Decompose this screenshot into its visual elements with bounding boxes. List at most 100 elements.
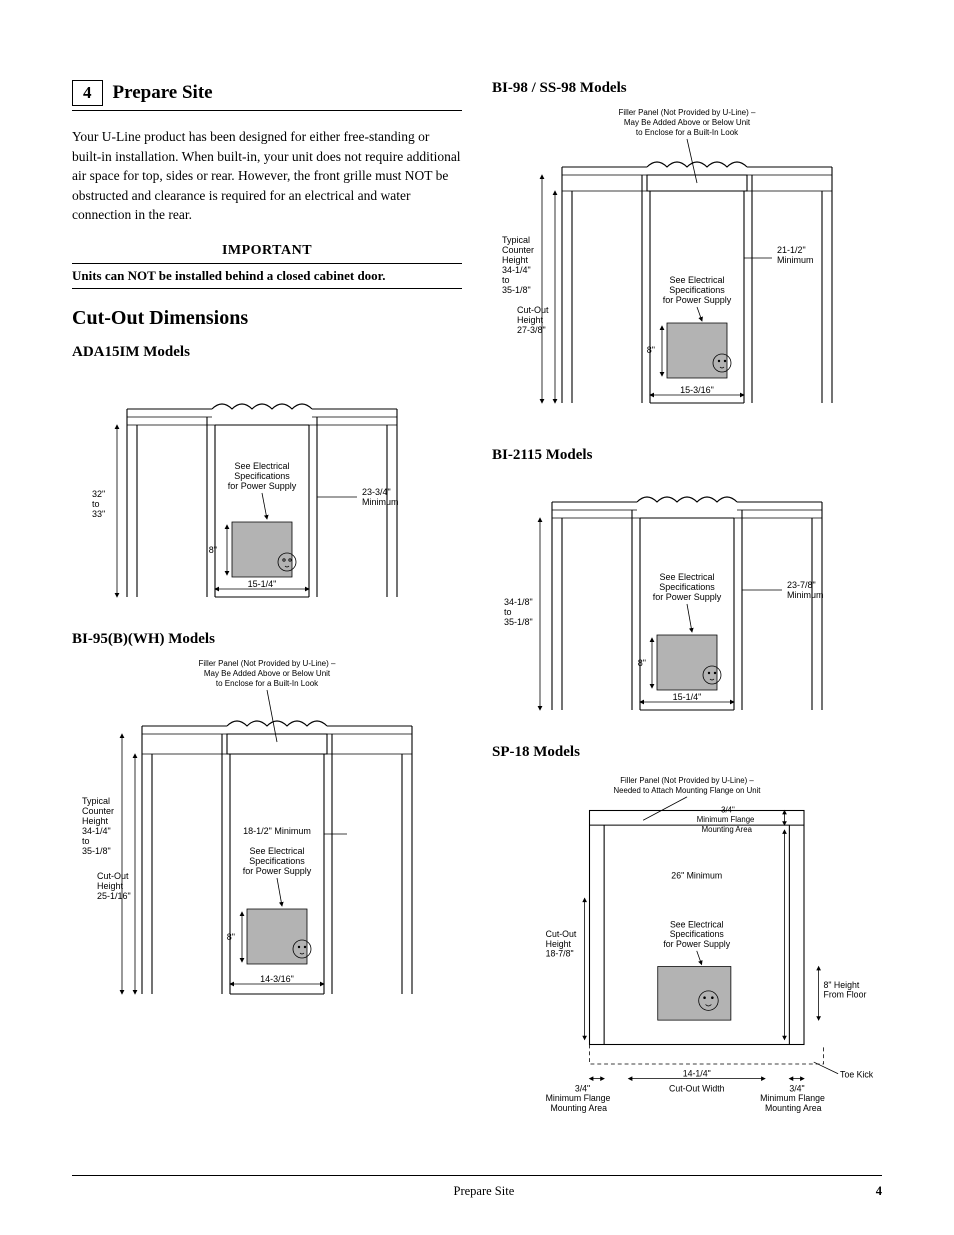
ada15-8in: 8"	[209, 545, 217, 555]
bi98-ch-3: Height	[502, 255, 529, 265]
bi98-ch-6: 35-1/8"	[502, 285, 531, 295]
ada15-height-2: to	[92, 499, 100, 509]
sp18-width-1: 14-1/4"	[683, 1069, 711, 1079]
sp18-8h-2: From Floor	[824, 990, 867, 1000]
ada15-elec-1: See Electrical	[234, 461, 289, 471]
sp18-lf-2: Minimum Flange	[546, 1093, 611, 1103]
sp18-co-2: Height	[546, 939, 572, 949]
ada15-elec-2: Specifications	[234, 471, 290, 481]
bi98-ch-1: Typical	[502, 235, 530, 245]
bi2115-elec-3: for Power Supply	[653, 592, 722, 602]
important-text: Units can NOT be installed behind a clos…	[72, 263, 462, 289]
bi98-filler-2: May Be Added Above or Below Unit	[624, 118, 751, 127]
bi95-ch-3: Height	[82, 816, 109, 826]
sp18-flange-top-3: Mounting Area	[702, 825, 753, 834]
sp18-width-2: Cut-Out Width	[669, 1083, 725, 1093]
bi95-elec-3: for Power Supply	[243, 866, 312, 876]
bi95-ch-5: to	[82, 836, 90, 846]
sp18-flange-top-1: 3/4"	[721, 805, 735, 814]
bi98-min-2: Minimum	[777, 255, 814, 265]
model-title-sp18: SP-18 Models	[492, 744, 882, 761]
bi2115-h-3: 35-1/8"	[504, 617, 533, 627]
important-title: IMPORTANT	[72, 243, 462, 259]
sp18-co-3: 18-7/8"	[546, 949, 574, 959]
bi95-ch-1: Typical	[82, 796, 110, 806]
bi2115-min-2: Minimum	[787, 590, 824, 600]
bi2115-8in: 8"	[638, 658, 646, 668]
bi95-co-1: Cut-Out	[97, 871, 129, 881]
footer-title: Prepare Site	[92, 1184, 876, 1199]
sp18-rf-2: Minimum Flange	[760, 1093, 825, 1103]
ada15-width: 15-1/4"	[248, 579, 277, 589]
bi98-elec-1: See Electrical	[669, 275, 724, 285]
bi98-width: 15-3/16"	[680, 385, 714, 395]
sp18-lf-3: Mounting Area	[551, 1103, 608, 1113]
bi95-elec-1: See Electrical	[249, 846, 304, 856]
bi98-8in: 8"	[647, 345, 655, 355]
bi98-filler-1: Filler Panel (Not Provided by U-Line) –	[619, 108, 756, 117]
bi98-elec-3: for Power Supply	[663, 295, 732, 305]
bi95-ch-4: 34-1/4"	[82, 826, 111, 836]
bi95-ch-6: 35-1/8"	[82, 846, 111, 856]
step-title: Prepare Site	[113, 82, 213, 104]
sp18-elec-3: for Power Supply	[663, 939, 730, 949]
section-title: Cut-Out Dimensions	[72, 307, 462, 330]
bi95-elec-2: Specifications	[249, 856, 305, 866]
bi2115-h-1: 34-1/8"	[504, 597, 533, 607]
model-title-ada15: ADA15IM Models	[72, 344, 462, 361]
sp18-8h-1: 8" Height	[824, 980, 860, 990]
footer-page: 4	[876, 1184, 882, 1199]
bi98-co-2: Height	[517, 315, 544, 325]
model-title-bi98: BI-98 / SS-98 Models	[492, 80, 882, 97]
bi98-filler-3: to Enclose for a Built-In Look	[636, 128, 739, 137]
sp18-rf-1: 3/4"	[789, 1083, 804, 1093]
bi95-min: 18-1/2" Minimum	[243, 826, 311, 836]
ada15-height-3: 33"	[92, 509, 105, 519]
sp18-flange-top-2: Minimum Flange	[697, 815, 755, 824]
bi2115-h-2: to	[504, 607, 512, 617]
bi2115-elec-1: See Electrical	[659, 572, 714, 582]
ada15-min-1: 23-3/4"	[362, 487, 391, 497]
diagram-ada15: 32" to 33" See Electrical Specifications…	[72, 367, 462, 617]
page-footer: Prepare Site 4	[72, 1175, 882, 1199]
sp18-toe-kick: Toe Kick	[840, 1070, 874, 1080]
bi95-filler-3: to Enclose for a Built-In Look	[216, 679, 319, 688]
bi98-ch-5: to	[502, 275, 510, 285]
bi98-min-1: 21-1/2"	[777, 245, 806, 255]
step-number: 4	[72, 80, 103, 106]
bi95-co-2: Height	[97, 881, 124, 891]
bi2115-width: 15-1/4"	[673, 692, 702, 702]
bi2115-elec-2: Specifications	[659, 582, 715, 592]
sp18-filler-1: Filler Panel (Not Provided by U-Line) –	[620, 776, 754, 785]
sp18-co-1: Cut-Out	[546, 929, 577, 939]
sp18-lf-1: 3/4"	[575, 1083, 590, 1093]
bi98-elec-2: Specifications	[669, 285, 725, 295]
intro-paragraph: Your U-Line product has been designed fo…	[72, 127, 462, 225]
bi95-width: 14-3/16"	[260, 974, 294, 984]
ada15-elec-3: for Power Supply	[228, 481, 297, 491]
model-title-bi2115: BI-2115 Models	[492, 447, 882, 464]
sp18-elec-2: Specifications	[670, 929, 725, 939]
ada15-height-1: 32"	[92, 489, 105, 499]
bi95-co-3: 25-1/16"	[97, 891, 131, 901]
bi98-ch-2: Counter	[502, 245, 534, 255]
bi95-ch-2: Counter	[82, 806, 114, 816]
diagram-sp18: Filler Panel (Not Provided by U-Line) – …	[492, 767, 882, 1127]
diagram-bi2115: 34-1/8" to 35-1/8" See Electrical Specif…	[492, 470, 882, 730]
bi95-8in: 8"	[227, 932, 235, 942]
diagram-bi98: Filler Panel (Not Provided by U-Line) – …	[492, 103, 882, 433]
sp18-filler-2: Needed to Attach Mounting Flange on Unit	[614, 786, 762, 795]
bi95-filler-1: Filler Panel (Not Provided by U-Line) –	[199, 659, 336, 668]
bi2115-min-1: 23-7/8"	[787, 580, 816, 590]
diagram-bi95: Filler Panel (Not Provided by U-Line) – …	[72, 654, 462, 1024]
bi98-ch-4: 34-1/4"	[502, 265, 531, 275]
sp18-elec-1: See Electrical	[670, 920, 724, 930]
model-title-bi95: BI-95(B)(WH) Models	[72, 631, 462, 648]
step-header: 4 Prepare Site	[72, 80, 462, 111]
important-block: IMPORTANT Units can NOT be installed beh…	[72, 243, 462, 289]
sp18-main-min: 26" Minimum	[671, 871, 722, 881]
left-column: 4 Prepare Site Your U-Line product has b…	[72, 80, 462, 1135]
sp18-rf-3: Mounting Area	[765, 1103, 822, 1113]
right-column: BI-98 / SS-98 Models Filler Panel (Not P…	[492, 80, 882, 1135]
bi98-co-3: 27-3/8"	[517, 325, 546, 335]
